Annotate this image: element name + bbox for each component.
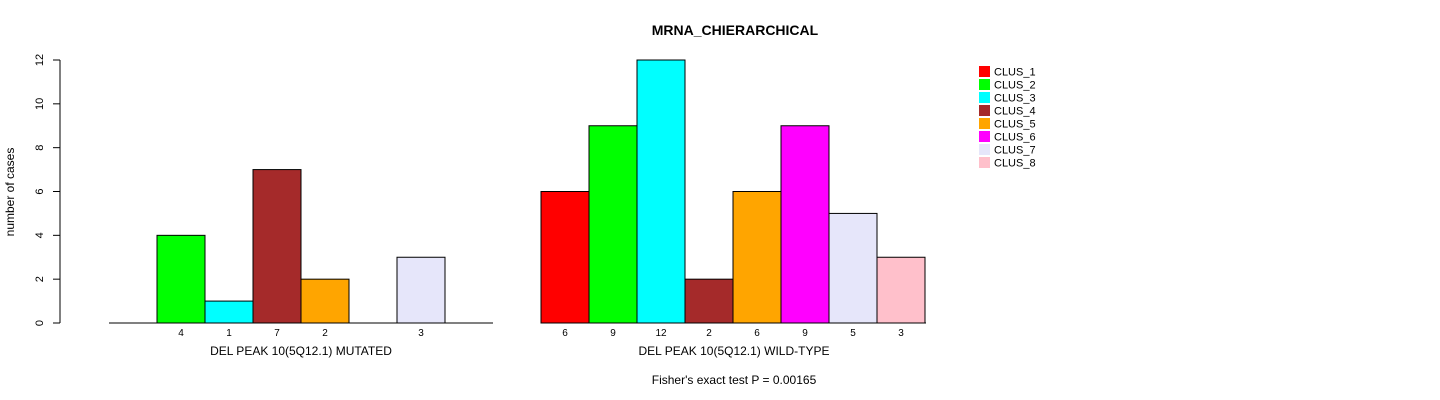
bar-clus-7 [828, 212, 878, 324]
legend-swatch-clus-4 [979, 105, 990, 116]
bar-count-label: 12 [655, 328, 667, 339]
legend: CLUS_1CLUS_2CLUS_3CLUS_4CLUS_5CLUS_6CLUS… [979, 66, 1036, 170]
bar-count-label: 3 [898, 328, 904, 339]
bar-clus-4 [684, 278, 734, 324]
legend-swatch-clus-6 [979, 131, 990, 142]
y-tick-label: 2 [34, 276, 46, 282]
y-axis: 0 2 4 6 8 10 12 [34, 54, 61, 326]
bar-clus-1 [540, 191, 590, 324]
legend-swatch-clus-3 [979, 92, 990, 103]
legend-label-clus-7: CLUS_7 [994, 145, 1036, 157]
y-tick-label: 10 [34, 98, 46, 110]
bar-clus-3 [636, 59, 686, 324]
legend-label-clus-2: CLUS_2 [994, 80, 1036, 92]
bar-clus-8 [876, 256, 926, 324]
legend-label-clus-8: CLUS_8 [994, 158, 1036, 170]
bar-clus-2 [588, 125, 638, 324]
legend-swatch-clus-8 [979, 157, 990, 168]
bar-count-label: 2 [322, 328, 328, 339]
legend-swatch-clus-5 [979, 118, 990, 129]
bar-count-label: 9 [610, 328, 616, 339]
bar-count-label: 6 [562, 328, 568, 339]
legend-label-clus-4: CLUS_4 [994, 106, 1036, 118]
bar-clus-5 [732, 191, 782, 324]
bar-count-label: 2 [706, 328, 712, 339]
bar-count-label: 4 [178, 328, 184, 339]
fisher-test-footnote: Fisher's exact test P = 0.00165 [652, 373, 817, 387]
bar-clus-3 [204, 300, 254, 324]
bar-clus-2 [156, 234, 206, 324]
legend-label-clus-1: CLUS_1 [994, 67, 1036, 79]
legend-label-clus-6: CLUS_6 [994, 132, 1036, 144]
y-axis-label: number of cases [3, 148, 17, 237]
y-tick-label: 12 [34, 54, 46, 66]
group-mutated: 4 1 7 2 3 [109, 169, 493, 339]
legend-label-clus-5: CLUS_5 [994, 119, 1036, 131]
y-tick-label: 6 [34, 188, 46, 194]
y-tick-label: 8 [34, 145, 46, 151]
y-tick-label: 4 [34, 232, 46, 238]
bar-clus-4 [252, 169, 302, 324]
legend-swatch-clus-1 [979, 66, 990, 77]
bar-clus-7 [396, 256, 446, 324]
bar-clus-6 [780, 125, 830, 324]
bar-count-label: 9 [802, 328, 808, 339]
group-label-wild-type: DEL PEAK 10(5Q12.1) WILD-TYPE [639, 344, 830, 358]
chart-title: MRNA_CHIERARCHICAL [652, 22, 819, 38]
bar-count-label: 7 [274, 328, 280, 339]
legend-label-clus-3: CLUS_3 [994, 93, 1036, 105]
bar-clus-5 [300, 278, 350, 324]
bar-count-label: 1 [226, 328, 232, 339]
bar-count-label: 3 [418, 328, 424, 339]
bar-count-label: 5 [850, 328, 856, 339]
group-wild-type: 6 9 12 2 6 9 5 3 [540, 59, 926, 339]
legend-swatch-clus-7 [979, 144, 990, 155]
y-tick-label: 0 [34, 320, 46, 326]
legend-swatch-clus-2 [979, 79, 990, 90]
bar-count-label: 6 [754, 328, 760, 339]
group-label-mutated: DEL PEAK 10(5Q12.1) MUTATED [210, 344, 392, 358]
